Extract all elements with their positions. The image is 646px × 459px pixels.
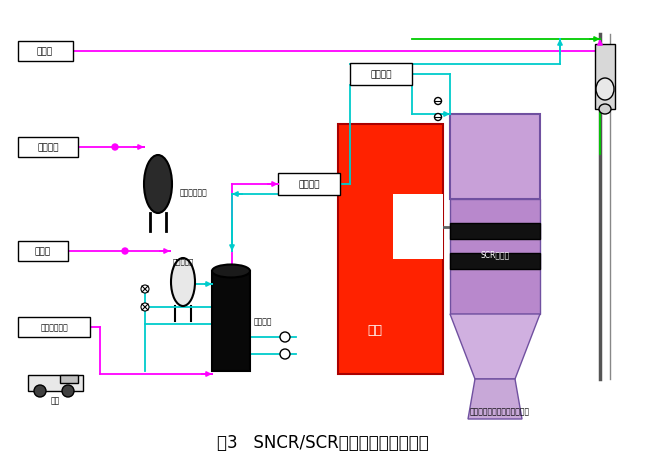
Text: 压缩空气储罐: 压缩空气储罐 xyxy=(180,188,208,197)
Circle shape xyxy=(62,385,74,397)
Ellipse shape xyxy=(212,265,250,278)
Text: 分配模块: 分配模块 xyxy=(370,70,391,79)
Circle shape xyxy=(280,332,290,342)
Bar xyxy=(350,64,412,86)
Text: 锅炉: 锅炉 xyxy=(368,323,382,336)
Bar xyxy=(28,375,83,391)
Bar xyxy=(450,224,540,240)
Ellipse shape xyxy=(171,258,195,306)
Text: 氨水储罐: 氨水储罐 xyxy=(254,317,273,326)
Bar xyxy=(450,253,540,269)
Circle shape xyxy=(280,349,290,359)
Bar xyxy=(450,115,540,200)
Bar xyxy=(60,375,78,383)
Text: 氨气蒸发罐: 氨气蒸发罐 xyxy=(172,258,194,265)
Ellipse shape xyxy=(599,105,611,115)
Text: 脱硝后烟气和吹灰进入除尘器: 脱硝后烟气和吹灰进入除尘器 xyxy=(470,407,530,415)
Bar xyxy=(18,42,73,62)
Ellipse shape xyxy=(144,156,172,213)
Circle shape xyxy=(141,285,149,293)
Bar xyxy=(18,317,90,337)
Polygon shape xyxy=(468,379,522,419)
Bar xyxy=(595,45,615,110)
Bar xyxy=(18,241,68,262)
Bar xyxy=(338,125,443,374)
Bar xyxy=(18,138,78,157)
Circle shape xyxy=(435,114,441,121)
Text: 压缩空气: 压缩空气 xyxy=(37,143,59,152)
Circle shape xyxy=(112,145,118,151)
Bar xyxy=(212,271,250,371)
Text: 图3   SNCR/SCR联合工艺脱硝流程图: 图3 SNCR/SCR联合工艺脱硝流程图 xyxy=(217,433,429,451)
Bar xyxy=(278,174,340,196)
Bar xyxy=(450,200,540,314)
Ellipse shape xyxy=(596,79,614,101)
Text: SCR反应器: SCR反应器 xyxy=(481,250,510,259)
Text: 冷却风: 冷却风 xyxy=(37,47,53,56)
Polygon shape xyxy=(450,314,540,379)
Text: 氨水制备系统: 氨水制备系统 xyxy=(40,323,68,332)
Text: 槽车: 槽车 xyxy=(50,396,59,405)
Circle shape xyxy=(141,303,149,311)
Circle shape xyxy=(34,385,46,397)
Text: 工艺水: 工艺水 xyxy=(35,247,51,256)
Text: 计量模块: 计量模块 xyxy=(298,180,320,189)
Circle shape xyxy=(122,248,128,254)
Bar xyxy=(393,195,443,259)
Circle shape xyxy=(435,98,441,105)
